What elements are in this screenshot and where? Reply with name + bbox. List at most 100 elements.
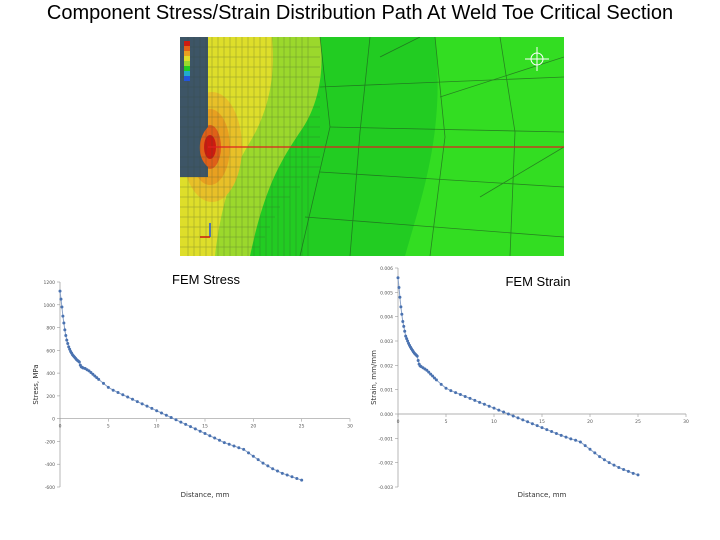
strain-y-tick-label: 0.002 <box>380 363 393 369</box>
stress-chart-background <box>28 260 362 500</box>
stress-data-point <box>93 374 97 378</box>
stress-data-point <box>116 390 120 394</box>
stress-data-point <box>276 469 279 473</box>
stress-y-axis-label: Stress, MPa <box>32 364 40 404</box>
stress-y-tick-label: 400 <box>46 371 55 377</box>
strain-data-point <box>492 406 496 410</box>
strain-y-tick-label: 0.006 <box>380 266 393 272</box>
strain-y-tick-label: 0.001 <box>380 388 393 394</box>
strain-data-point <box>473 398 477 402</box>
stress-data-point <box>203 431 207 435</box>
strain-data-point <box>400 312 404 316</box>
stress-data-point <box>242 447 246 451</box>
stress-y-tick-label: 1200 <box>44 280 56 286</box>
strain-data-point <box>416 358 420 362</box>
stress-data-point <box>89 371 93 375</box>
stress-data-point <box>140 402 144 406</box>
strain-y-tick-label: -0.001 <box>378 436 393 442</box>
stress-data-point <box>97 377 101 381</box>
stress-data-point <box>135 400 139 404</box>
stress-data-point <box>150 406 154 410</box>
strain-data-point <box>432 376 436 380</box>
strain-data-point <box>402 324 406 328</box>
strain-data-point <box>545 428 549 432</box>
strain-data-point <box>574 438 578 442</box>
stress-data-point <box>91 372 95 376</box>
strain-chart: FEM Strain 0.006 0.005 0.004 0.003 0.002 0.00… <box>366 260 696 504</box>
strain-y-axis-label: Strain, mm/mm <box>370 350 378 405</box>
strain-data-point <box>439 382 443 386</box>
strain-y-tick-label: 0.005 <box>380 290 393 296</box>
stress-data-point <box>77 360 81 364</box>
strain-chart-svg: FEM Strain 0.006 0.005 0.004 0.003 0.002 0.00… <box>366 260 696 504</box>
strain-data-point <box>569 437 573 441</box>
stress-data-point <box>174 418 178 422</box>
strain-y-tick-label: 0.003 <box>380 339 393 345</box>
stress-data-point <box>111 388 115 392</box>
strain-data-point <box>403 329 407 333</box>
stress-data-point <box>62 321 66 325</box>
stress-x-tick-label: 25 <box>299 424 305 430</box>
strain-data-point <box>535 424 539 428</box>
stress-data-point <box>126 395 130 399</box>
strain-data-point <box>526 420 530 424</box>
stress-x-tick-label: 15 <box>202 424 208 430</box>
strain-data-point <box>612 463 616 467</box>
slide-title: Component Stress/Strain Distribution Pat… <box>46 2 674 24</box>
strain-data-point <box>401 320 405 324</box>
stress-data-point <box>145 404 149 408</box>
stress-data-point <box>59 297 63 301</box>
strain-x-tick-label: 20 <box>587 419 593 425</box>
strain-data-point <box>559 433 563 437</box>
stress-y-tick-label: -400 <box>45 462 55 468</box>
strain-data-point <box>444 386 448 390</box>
strain-data-point <box>636 473 640 477</box>
strain-data-point <box>487 404 491 408</box>
stress-data-point <box>247 451 250 455</box>
strain-data-point <box>506 412 510 416</box>
strain-data-point <box>631 471 635 475</box>
strain-y-tick-label: -0.002 <box>378 461 393 467</box>
strain-data-point <box>622 467 626 471</box>
stress-data-point <box>65 338 69 342</box>
stress-data-point <box>155 409 159 413</box>
strain-x-tick-label: 25 <box>635 419 641 425</box>
stress-x-tick-label: 0 <box>59 424 62 430</box>
strain-data-point <box>425 368 429 372</box>
stress-data-point <box>68 347 72 351</box>
strain-x-axis-label: Distance, mm <box>518 491 567 499</box>
stress-x-tick-label: 30 <box>347 424 353 430</box>
strain-data-point <box>554 431 558 435</box>
stress-data-point <box>160 411 163 415</box>
strain-data-point <box>454 391 458 395</box>
stress-y-tick-label: -200 <box>45 439 55 445</box>
stress-data-point <box>106 385 110 389</box>
stress-y-tick-label: 600 <box>46 348 55 354</box>
strain-data-point <box>449 389 453 393</box>
stress-data-point <box>290 475 294 479</box>
stress-data-point <box>280 471 284 475</box>
strain-data-point <box>516 416 520 420</box>
stress-data-point <box>213 436 217 440</box>
stress-chart-svg: FEM Stress 120010008006004002000-200-400… <box>28 260 362 500</box>
stress-data-point <box>261 461 265 465</box>
strain-data-point <box>598 455 602 459</box>
strain-x-tick-label: 15 <box>539 419 545 425</box>
stress-chart: FEM Stress 1200 1000 800 600 400 200 0 -200 -400… <box>28 260 362 500</box>
stress-x-tick-label: 20 <box>250 424 256 430</box>
strain-data-point <box>578 440 582 444</box>
stress-data-point <box>193 427 197 431</box>
strain-data-point <box>399 305 403 309</box>
stress-data-point <box>87 369 91 373</box>
fem-axis-triad-icon <box>200 223 211 238</box>
stress-data-point <box>218 438 221 442</box>
stress-y-tick-label: 800 <box>46 326 55 332</box>
strain-y-tick-label: -0.003 <box>378 485 393 491</box>
strain-data-point <box>429 372 433 376</box>
strain-data-point <box>502 410 506 414</box>
strain-x-tick-label: 5 <box>445 419 448 425</box>
fem-contour-svg <box>180 37 564 256</box>
strain-data-point <box>397 285 401 289</box>
strain-data-point <box>406 339 410 343</box>
stress-data-point <box>266 464 270 468</box>
